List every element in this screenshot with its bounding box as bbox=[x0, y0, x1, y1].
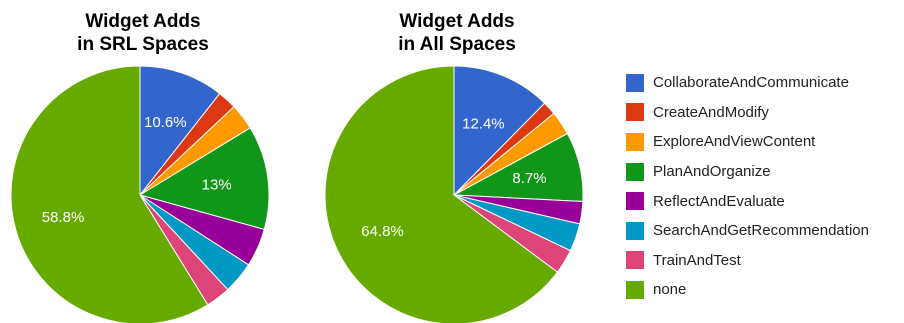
legend-swatch bbox=[626, 192, 644, 211]
pie-chart-srl-spaces: 10.6% 13% 58.8% bbox=[10, 65, 270, 323]
legend: CollaborateAndCommunicate CreateAndModify… bbox=[626, 68, 869, 305]
legend-swatch bbox=[626, 280, 644, 299]
legend-item-trainandtest: TrainAndTest bbox=[626, 246, 869, 276]
legend-swatch bbox=[626, 132, 644, 151]
legend-label: ReflectAndEvaluate bbox=[653, 192, 785, 210]
chart-title-line-2: in All Spaces bbox=[398, 34, 516, 55]
slice-label: 58.8% bbox=[42, 209, 85, 226]
pie-slice-collaborateandcommunicate bbox=[453, 65, 546, 197]
legend-item-planandorganize: PlanAndOrganize bbox=[626, 157, 869, 187]
legend-swatch bbox=[626, 103, 644, 122]
pie-slice-planandorganize bbox=[138, 127, 270, 231]
slice-label: 64.8% bbox=[361, 223, 404, 240]
legend-item-collaborateandcommunicate: CollaborateAndCommunicate bbox=[626, 68, 869, 98]
legend-label: CollaborateAndCommunicate bbox=[653, 74, 849, 92]
legend-item-searchandgetrecommendation: SearchAndGetRecommendation bbox=[626, 216, 869, 246]
chart-title-line-1: Widget Adds bbox=[399, 11, 515, 32]
legend-label: CreateAndModify bbox=[653, 103, 769, 121]
chart-title-srl: Widget Adds in SRL Spaces bbox=[48, 10, 238, 56]
legend-item-reflectandevaluate: ReflectAndEvaluate bbox=[626, 186, 869, 216]
legend-item-exploreandviewcontent: ExploreAndViewContent bbox=[626, 127, 869, 157]
slice-label: 12.4% bbox=[462, 115, 505, 132]
legend-label: ExploreAndViewContent bbox=[653, 133, 816, 151]
pie-slice-none bbox=[324, 65, 559, 323]
chart-title-line-2: in SRL Spaces bbox=[77, 34, 209, 55]
legend-swatch bbox=[626, 73, 644, 92]
pie-slice-collaborateandcommunicate bbox=[139, 65, 221, 197]
legend-swatch bbox=[626, 162, 644, 181]
chart-title-line-1: Widget Adds bbox=[85, 11, 201, 32]
pie-slice-none bbox=[10, 65, 209, 323]
legend-item-createandmodify: CreateAndModify bbox=[626, 98, 869, 128]
legend-label: TrainAndTest bbox=[653, 251, 741, 269]
pie-chart-all-spaces: 12.4% 8.7% 64.8% bbox=[324, 65, 584, 323]
legend-label: PlanAndOrganize bbox=[653, 163, 771, 181]
chart-title-all: Widget Adds in All Spaces bbox=[362, 10, 552, 56]
slice-label: 10.6% bbox=[144, 114, 187, 131]
legend-swatch bbox=[626, 251, 644, 270]
legend-item-none: none bbox=[626, 275, 869, 305]
legend-label: none bbox=[653, 281, 687, 299]
slice-label: 8.7% bbox=[512, 170, 546, 187]
slice-label: 13% bbox=[202, 176, 232, 193]
legend-label: SearchAndGetRecommendation bbox=[653, 222, 869, 240]
legend-swatch bbox=[626, 221, 644, 240]
